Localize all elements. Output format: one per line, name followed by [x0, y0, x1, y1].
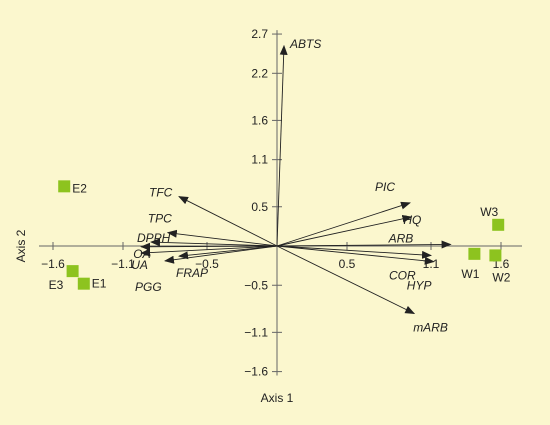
site-marker-w1 — [468, 247, 481, 260]
y-tick-label: 2.2 — [251, 66, 268, 80]
vector-marb — [276, 245, 416, 314]
vector-label-marb: mARB — [413, 321, 448, 335]
vector-oa — [140, 242, 278, 251]
vector-tpc — [166, 229, 278, 247]
y-tick-label: −1.6 — [244, 365, 268, 379]
vector-pic — [276, 201, 411, 247]
y-tick-label: −1.1 — [244, 325, 268, 339]
vector-label-hq: HQ — [403, 213, 421, 227]
x-tick-label: −1.6 — [41, 257, 65, 271]
vector-label-cor: COR — [389, 268, 416, 282]
vector-label-pic: PIC — [375, 180, 395, 194]
site-label-e1: E1 — [92, 277, 107, 291]
site-marker-w3 — [492, 218, 505, 231]
vector-ua — [140, 245, 278, 257]
site-label-w1: W1 — [461, 267, 479, 281]
sites-layer: E1 E2 E3 W1 W2 W3 — [49, 180, 511, 292]
x-tick-label: −1.1 — [111, 257, 135, 271]
x-tick-label: −0.5 — [195, 257, 219, 271]
y-tick-label: 1.1 — [251, 153, 268, 167]
y-tick-label: 2.7 — [251, 27, 268, 41]
vector-label-ua: UA — [131, 258, 148, 272]
vector-pgg — [164, 245, 278, 264]
site-label-e2: E2 — [72, 181, 87, 195]
y-axis-title: Axis 2 — [14, 229, 28, 262]
vector-dpph — [150, 238, 278, 247]
site-marker-e1 — [77, 277, 90, 290]
vector-label-arb: ARB — [388, 231, 414, 245]
vector-label-pgg: PGG — [135, 280, 162, 294]
vector-label-tfc: TFC — [149, 186, 173, 200]
vector-cor — [276, 245, 432, 259]
vector-label-dpph: DPPH — [137, 231, 171, 245]
site-marker-w2 — [489, 249, 502, 262]
vector-tfc — [178, 196, 278, 247]
site-label-w3: W3 — [480, 205, 498, 219]
x-tick-label: 1.1 — [423, 257, 440, 271]
vector-label-tpc: TPC — [148, 212, 172, 226]
y-tick-label: 0.5 — [251, 200, 268, 214]
y-tick-label: 1.6 — [251, 113, 268, 127]
vector-label-frap: FRAP — [176, 266, 208, 280]
x-tick-label: 0.5 — [339, 257, 356, 271]
site-marker-e3 — [66, 265, 79, 278]
vector-label-hyp: HYP — [407, 279, 432, 293]
site-label-e3: E3 — [49, 278, 64, 292]
vector-label-abts: ABTS — [289, 37, 321, 51]
vector-hq — [276, 214, 413, 247]
vectors-layer: ABTSTFCTPCDPPHOAUAFRAPPGGPICHQARBCORHYPm… — [131, 37, 452, 335]
vector-frap — [178, 245, 278, 260]
site-label-w2: W2 — [492, 270, 510, 284]
vector-abts — [276, 44, 288, 247]
vector-hyp — [276, 245, 435, 265]
site-marker-e2 — [58, 180, 71, 193]
x-axis-title: Axis 1 — [261, 391, 294, 405]
y-tick-label: −0.5 — [244, 278, 268, 292]
vector-arb — [276, 240, 452, 249]
